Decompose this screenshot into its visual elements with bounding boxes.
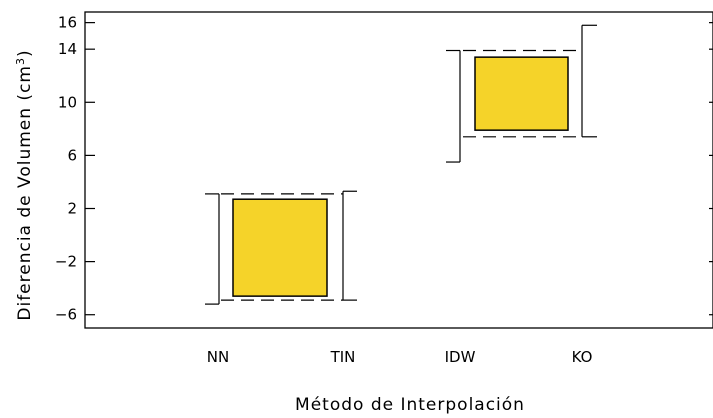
y-tick-label: 2 (67, 200, 77, 218)
box-groups (205, 24, 597, 305)
x-category-label: NN (207, 348, 229, 366)
right-axis-ticks (709, 22, 713, 316)
y-tick-label: −2 (55, 253, 77, 271)
plot-frame (84, 11, 713, 329)
y-axis: 16 14 10 6 2 −2 −6 (55, 14, 95, 324)
box (474, 56, 569, 131)
box-group-idw-ko (446, 24, 597, 163)
y-tick-label: −6 (55, 306, 77, 324)
y-tick-label: 6 (67, 146, 77, 164)
x-category-label: TIN (330, 348, 356, 366)
y-tick-label: 14 (58, 40, 77, 58)
y-tick-label: 16 (58, 14, 77, 32)
y-tick-label: 10 (58, 93, 77, 111)
x-category-label: KO (572, 348, 593, 366)
x-category-label: IDW (445, 348, 476, 366)
y-axis-label: Diferencia de Volumen (cm3) (14, 49, 35, 320)
box (232, 198, 328, 297)
x-axis: NN TIN IDW KO (207, 348, 593, 366)
x-axis-label: Método de Interpolación (295, 395, 525, 415)
box-group-nn-tin (205, 190, 357, 305)
